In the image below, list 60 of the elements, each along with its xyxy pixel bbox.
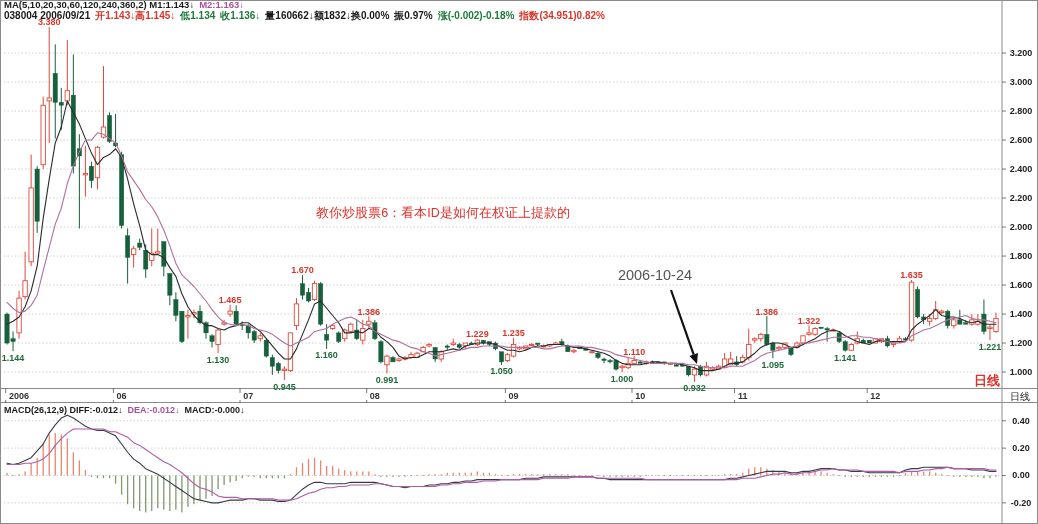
x-tick-label: 09	[508, 391, 519, 401]
annotation: 0.945	[273, 381, 296, 392]
y-tick-label: -0.20	[1010, 497, 1032, 508]
y-tick-label: 1.200	[1009, 338, 1033, 349]
annotation: 振0.97%	[393, 9, 433, 21]
annotation: M2:1.163↓	[199, 0, 245, 10]
y-tick-label: 1.000	[1009, 367, 1033, 378]
y-tick-label: 0.20	[1012, 443, 1030, 454]
x-tick-label: 06	[116, 391, 127, 401]
text: 日线	[1010, 390, 1030, 402]
y-tick-label: 3.200	[1009, 48, 1033, 59]
x-tick-label: 2006	[9, 391, 30, 401]
annotation: 1.221	[978, 341, 1002, 352]
annotation: 指数(34.951)0.82%	[518, 9, 606, 21]
y-tick-label: 0.40	[1012, 415, 1030, 426]
x-tick-label: 12	[870, 391, 881, 401]
annotation: 日线	[974, 374, 1000, 388]
annotation: 1.000	[610, 373, 634, 384]
annotation: 1.465	[218, 295, 242, 306]
annotation: MACD:-0.000↓	[184, 405, 245, 415]
annotation: 涨(-0.002)-0.18%	[436, 9, 515, 21]
annotation: 1.322	[797, 315, 821, 326]
y-tick-label: 1.800	[1009, 251, 1033, 262]
annotation: 收1.136↓	[220, 9, 261, 21]
annotation: 1.386	[357, 306, 381, 317]
annotation: 1.095	[761, 359, 785, 370]
y-tick-label: 2.200	[1009, 193, 1033, 204]
y-tick-label: 2.000	[1009, 222, 1033, 233]
y-tick-label: 2.800	[1009, 106, 1033, 117]
x-tick-label: 10	[635, 391, 646, 401]
x-tick-label: 11	[737, 391, 748, 401]
annotation: 1.229	[466, 329, 489, 340]
annotation: 0.932	[683, 383, 706, 394]
annotation: 1.110	[623, 346, 646, 357]
y-tick-label: 2.400	[1009, 164, 1033, 175]
y-tick-label: 3.000	[1009, 77, 1033, 88]
annotation: 1.050	[490, 366, 513, 377]
annotation: 1.386	[755, 306, 779, 317]
y-tick-label: 1.400	[1009, 309, 1033, 320]
annotation: 量160662↓额1832↓换0.00%	[264, 9, 390, 21]
annotation: 低1.134	[179, 9, 216, 21]
annotation: 1.160	[315, 350, 338, 361]
y-tick-label: 2.600	[1009, 135, 1033, 146]
annotation: MACD(26,12,9) DIFF:-0.012↓	[4, 405, 123, 415]
annotation: 2006-10-24	[617, 267, 693, 283]
annotation: 1.141	[833, 353, 857, 364]
annotation: 开1.143↓高1.145↓	[94, 9, 176, 21]
x-tick-label: 08	[369, 391, 380, 401]
annotation: 0.991	[375, 374, 399, 385]
annotation: 1.235	[502, 328, 525, 339]
annotation: 1.670	[291, 265, 314, 276]
y-tick-label: 1.600	[1009, 280, 1033, 291]
annotation: 1.130	[206, 354, 230, 365]
annotation: 1.144	[1, 352, 25, 363]
annotation: MA(5,10,20,30,60,120,240,360,2) M1:1.143↓	[4, 0, 195, 10]
x-tick-label: 07	[243, 391, 254, 401]
annotation: 1.635	[900, 270, 923, 281]
annotation: DEA:-0.012↓	[127, 405, 180, 415]
text: 教你炒股票6：看本ID是如何在权证上提款的	[316, 206, 570, 220]
y-tick-label: 0.00	[1012, 470, 1030, 481]
